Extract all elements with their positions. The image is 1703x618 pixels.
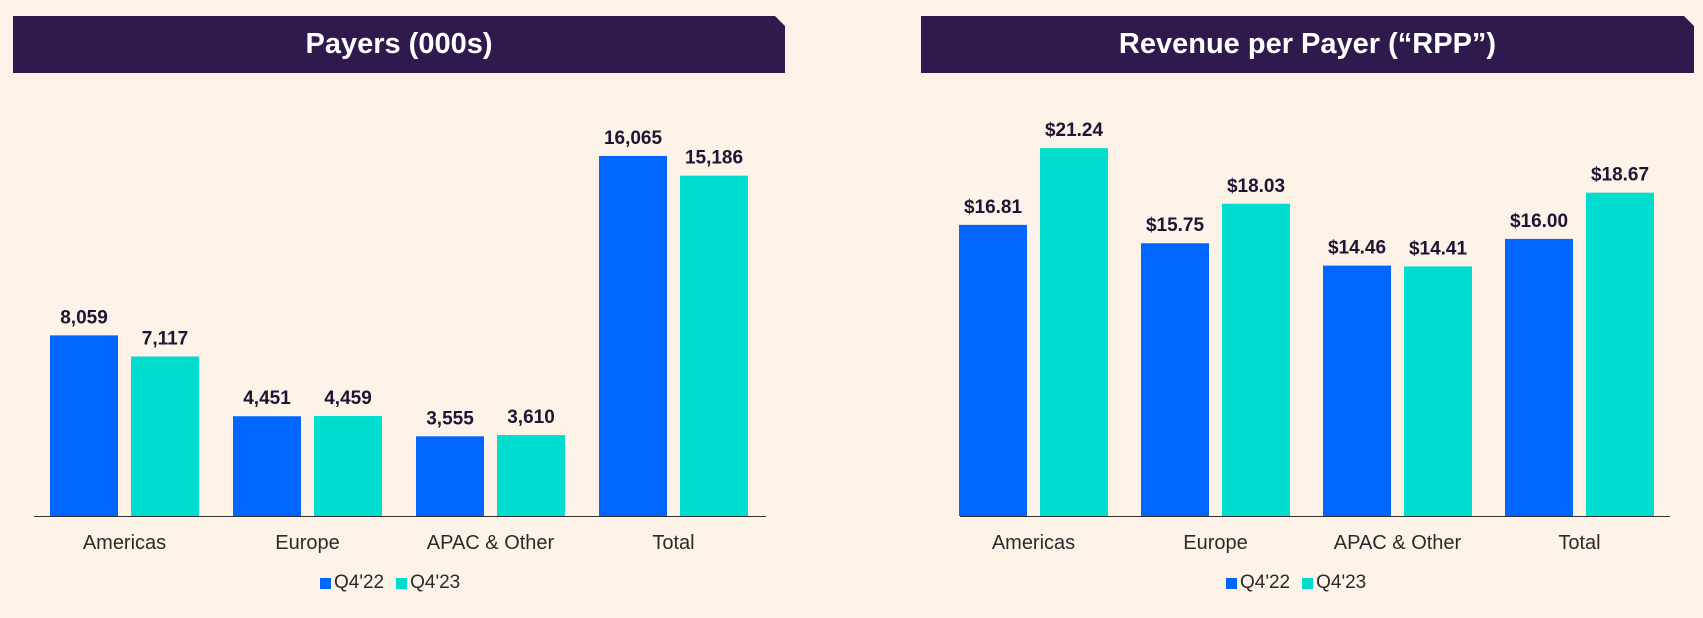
- data-label-americas-q4-23: 7,117: [142, 328, 189, 349]
- bar-total-q4-23: [680, 175, 748, 516]
- legend-swatch-q423: [396, 577, 408, 589]
- bar-apac-other-q4-22: [1323, 265, 1391, 516]
- category-label-total: Total: [652, 532, 694, 554]
- data-label-americas-q4-22: $16.81: [964, 197, 1023, 218]
- category-label-americas: Americas: [83, 532, 166, 554]
- legend-item-q422: Q4'22: [1226, 572, 1290, 594]
- bar-apac-other-q4-23: [497, 435, 565, 516]
- bar-total-q4-22: [1505, 238, 1573, 516]
- data-label-americas-q4-23: $21.24: [1045, 120, 1104, 141]
- bar-americas-q4-23: [1040, 148, 1108, 517]
- payers-bar-chart: 8,059 7,117 Americas 4,451 4,459 Europe 3,555 3…: [34, 128, 766, 554]
- legend-item-q423: Q4'23: [1302, 572, 1366, 594]
- data-label-europe-q4-23: $18.03: [1227, 176, 1285, 197]
- data-label-apac-other-q4-23: $14.41: [1409, 238, 1468, 259]
- bar-apac-other-q4-23: [1404, 266, 1472, 516]
- legend-item-q422: Q4'22: [320, 572, 384, 594]
- data-label-total-q4-23: 15,186: [685, 148, 743, 169]
- bar-europe-q4-22: [233, 416, 301, 516]
- rpp-legend: Q4'22 Q4'23: [1226, 572, 1378, 594]
- bar-apac-other-q4-22: [416, 436, 484, 516]
- category-label-total: Total: [1558, 532, 1600, 554]
- rpp-title-banner: Revenue per Payer (“RPP”): [921, 16, 1694, 73]
- data-label-total-q4-23: $18.67: [1591, 165, 1649, 186]
- legend-label-q423: Q4'23: [410, 572, 461, 593]
- category-label-apac-other: APAC & Other: [427, 532, 555, 554]
- rpp-panel: Revenue per Payer (“RPP”) $16.81 $21.24 Am…: [900, 0, 1703, 618]
- data-label-total-q4-22: $16.00: [1510, 211, 1568, 232]
- payers-panel: Payers (000s) 8,059 7,117 Americas 4,451 4,4…: [0, 0, 800, 618]
- payers-title-banner: Payers (000s): [13, 16, 785, 73]
- rpp-bar-chart: $16.81 $21.24 Americas $15.75 $18.03 Europe $1…: [959, 120, 1670, 554]
- legend-swatch-q422: [320, 577, 331, 589]
- bar-europe-q4-22: [1141, 243, 1209, 516]
- data-label-total-q4-22: 16,065: [604, 128, 663, 149]
- category-label-europe: Europe: [275, 532, 340, 554]
- bar-americas-q4-23: [131, 356, 199, 516]
- data-label-europe-q4-22: $15.75: [1146, 215, 1205, 236]
- data-label-apac-other-q4-23: 3,610: [507, 407, 555, 428]
- data-label-europe-q4-22: 4,451: [243, 388, 291, 409]
- category-label-europe: Europe: [1183, 532, 1248, 554]
- data-label-americas-q4-22: 8,059: [60, 307, 108, 328]
- category-label-americas: Americas: [992, 532, 1075, 554]
- data-label-apac-other-q4-22: $14.46: [1328, 238, 1386, 259]
- legend-item-q423: Q4'23: [396, 572, 460, 594]
- bar-total-q4-22: [599, 155, 667, 516]
- legend-swatch-q423: [1302, 577, 1314, 589]
- bar-europe-q4-23: [314, 416, 382, 516]
- payers-chart-title: Payers (000s): [305, 28, 493, 60]
- bar-total-q4-23: [1586, 192, 1654, 516]
- legend-label-q422: Q4'22: [334, 572, 385, 593]
- bar-americas-q4-22: [959, 224, 1027, 517]
- data-label-apac-other-q4-22: 3,555: [426, 408, 474, 429]
- legend-swatch-q422: [1226, 577, 1237, 589]
- legend-label-q422: Q4'22: [1240, 572, 1291, 593]
- data-label-europe-q4-23: 4,459: [324, 388, 372, 409]
- bar-europe-q4-23: [1222, 203, 1290, 517]
- legend-label-q423: Q4'23: [1316, 572, 1367, 593]
- rpp-chart-title: Revenue per Payer (“RPP”): [1118, 28, 1497, 60]
- bar-americas-q4-22: [50, 335, 118, 516]
- payers-legend: Q4'22 Q4'23: [320, 572, 472, 594]
- category-label-apac-other: APAC & Other: [1334, 532, 1462, 554]
